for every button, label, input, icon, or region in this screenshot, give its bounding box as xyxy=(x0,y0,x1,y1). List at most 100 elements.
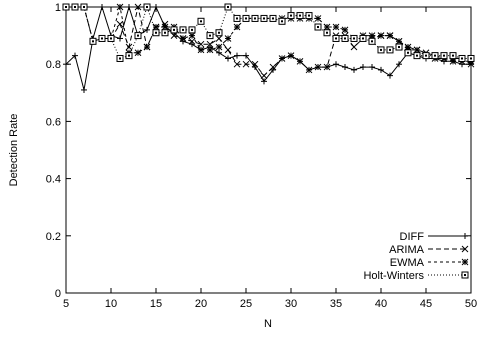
series-holt-winters-point xyxy=(197,17,205,25)
legend-item: Holt-Winters xyxy=(363,270,469,282)
series-diff-point xyxy=(261,78,267,85)
series-diff-point xyxy=(216,49,222,56)
series-holt-winters-point xyxy=(323,29,331,37)
series-holt-winters-point xyxy=(377,46,385,54)
series-holt-winters-point xyxy=(116,54,124,62)
legend-swatch-marker xyxy=(461,245,469,253)
plot-frame xyxy=(65,6,472,294)
series-arima-point xyxy=(242,60,250,68)
series-arima-point xyxy=(116,20,124,28)
series-arima-point xyxy=(278,55,286,62)
series-diff-point xyxy=(72,52,78,59)
series-diff-point xyxy=(459,61,465,68)
x-tick-label: 5 xyxy=(63,298,69,310)
y-tick-label: 0.6 xyxy=(46,116,61,128)
series-diff-point xyxy=(369,64,375,71)
series-holt-winters-point xyxy=(287,12,295,20)
series-ewma-point xyxy=(197,46,205,54)
series-holt-winters-point xyxy=(188,26,196,34)
series-holt-winters-point xyxy=(206,32,214,40)
legend-label: ARIMA xyxy=(389,244,425,256)
series-ewma-point xyxy=(224,35,232,42)
series-holt-winters xyxy=(62,3,475,62)
series-ewma-point xyxy=(179,35,187,42)
series-diff-point xyxy=(378,66,384,73)
series-diff-point xyxy=(144,26,150,33)
series-holt-winters-point xyxy=(62,3,70,11)
series-holt-winters-point xyxy=(305,12,313,20)
legend-label: DIFF xyxy=(400,231,425,243)
series-holt-winters-point xyxy=(179,26,187,34)
series-diff-point xyxy=(333,61,339,68)
legend-item: EWMA xyxy=(390,257,469,269)
series-holt-winters-point xyxy=(413,52,421,60)
series-arima-point xyxy=(323,63,331,71)
series-diff-point xyxy=(360,64,366,71)
x-tick-label: 45 xyxy=(420,298,432,310)
x-tick-label: 15 xyxy=(150,298,162,310)
series-ewma-point xyxy=(314,15,322,22)
legend-swatch-marker xyxy=(461,258,469,266)
series-holt-winters-point xyxy=(98,34,106,42)
legend-item: ARIMA xyxy=(389,244,469,256)
series-holt-winters-point xyxy=(341,34,349,42)
series-diff-point xyxy=(387,72,393,79)
series-arima xyxy=(62,3,475,79)
series-holt-winters-line xyxy=(66,5,471,60)
y-axis-title: Detection Rate xyxy=(8,114,20,187)
series-holt-winters-point xyxy=(278,17,286,25)
series-ewma-point xyxy=(206,46,214,54)
series-ewma-point xyxy=(233,23,241,31)
series-diff-point xyxy=(252,64,258,71)
legend-item: DIFF xyxy=(400,231,468,243)
series-diff-point xyxy=(351,66,357,73)
series-arima-point xyxy=(188,37,196,45)
series-ewma-point xyxy=(152,23,160,31)
series-holt-winters-point xyxy=(350,34,358,42)
series-holt-winters-point xyxy=(431,52,439,60)
series-arima-point xyxy=(125,43,133,51)
series-holt-winters-point xyxy=(71,3,79,11)
series-arima-point xyxy=(350,43,358,51)
series-ewma-point xyxy=(143,43,151,51)
series-arima-point xyxy=(206,40,214,48)
series-diff-point xyxy=(153,4,159,10)
series-ewma-point xyxy=(134,49,142,57)
series-diff-point xyxy=(243,52,249,59)
series-holt-winters-point xyxy=(404,49,412,57)
series-ewma-point xyxy=(395,37,403,45)
series-arima-point xyxy=(215,35,223,42)
x-tick-label: 40 xyxy=(375,298,387,310)
series-arima-point xyxy=(233,60,241,68)
series-holt-winters-point xyxy=(269,14,277,22)
series-holt-winters-point xyxy=(242,14,250,22)
series-holt-winters-point xyxy=(467,54,475,62)
series-holt-winters-point xyxy=(395,43,403,51)
series-holt-winters-point xyxy=(89,37,97,45)
series-diff-point xyxy=(99,4,105,10)
series-ewma-point xyxy=(413,46,421,54)
legend-label: EWMA xyxy=(390,257,425,269)
series-holt-winters-point xyxy=(215,29,223,37)
axis-ticks: 5 10 15 20 25 30 35 40 45 50 0 0.2 0.4 0.6 0.8 1 xyxy=(46,2,477,310)
series-arima-point xyxy=(260,72,268,79)
series-holt-winters-point xyxy=(449,52,457,60)
series-holt-winters-point xyxy=(458,54,466,62)
y-tick-label: 0.2 xyxy=(46,231,61,243)
series-holt-winters-point xyxy=(134,32,142,40)
series-holt-winters-point xyxy=(152,29,160,37)
y-tick-label: 1 xyxy=(55,2,61,14)
series-ewma-point xyxy=(404,43,412,51)
series-diff-point xyxy=(189,41,195,48)
series-arima-point xyxy=(305,66,313,74)
series-ewma-point xyxy=(116,3,124,11)
series-arima-point xyxy=(134,3,142,11)
series-holt-winters-point xyxy=(440,52,448,60)
series-ewma-point xyxy=(341,26,349,34)
x-tick-label: 25 xyxy=(240,298,252,310)
y-tick-label: 0.8 xyxy=(46,59,61,71)
series-holt-winters-point xyxy=(224,3,232,11)
series-diff-point xyxy=(342,64,348,71)
series-arima-point xyxy=(314,63,322,71)
